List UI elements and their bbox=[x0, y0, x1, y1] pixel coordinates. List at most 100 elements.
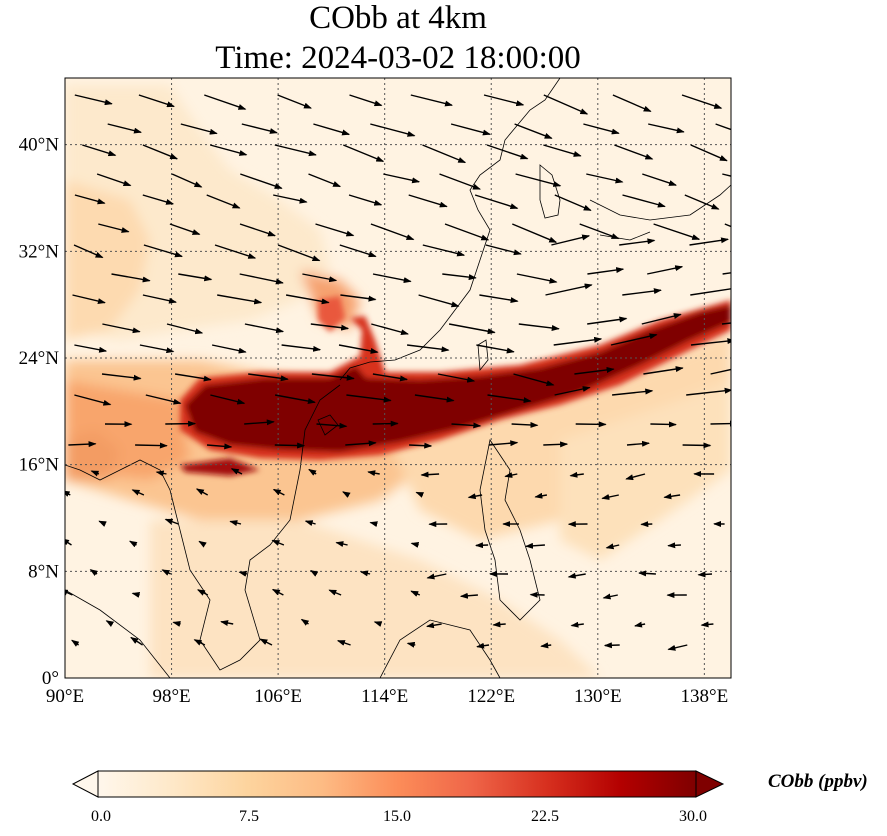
wind-arrow bbox=[71, 639, 80, 647]
wind-arrow bbox=[492, 621, 506, 628]
wind-arrow bbox=[513, 373, 555, 387]
wind-arrow bbox=[304, 520, 316, 526]
wind-arrow bbox=[74, 344, 108, 353]
colorbar-ticks: 0.0 7.5 15.0 22.5 30.0 bbox=[91, 808, 707, 825]
wind-arrow bbox=[420, 471, 440, 478]
wind-arrow bbox=[415, 491, 425, 498]
wind-arrow bbox=[214, 244, 257, 259]
wind-arrow bbox=[82, 144, 117, 157]
wind-arrow bbox=[204, 94, 247, 110]
wind-arrow bbox=[410, 94, 453, 107]
wind-arrow bbox=[610, 333, 658, 346]
wind-arrow bbox=[697, 571, 713, 578]
wind-arrow bbox=[244, 419, 275, 426]
wind-arrow bbox=[172, 620, 181, 627]
wind-arrow bbox=[272, 488, 285, 496]
wind-arrow bbox=[101, 373, 142, 381]
wind-arrow bbox=[244, 323, 285, 334]
wind-arrow bbox=[638, 570, 656, 577]
wind-arrow bbox=[543, 441, 569, 448]
wind-arrow bbox=[274, 394, 316, 404]
wind-arrow bbox=[166, 323, 204, 335]
wind-arrow bbox=[690, 338, 731, 346]
wind-arrow bbox=[73, 244, 104, 259]
colorbar-tick-label: 30.0 bbox=[679, 808, 707, 825]
wind-arrow bbox=[89, 569, 99, 577]
wind-arrow bbox=[210, 144, 248, 156]
coastline-china bbox=[339, 78, 561, 381]
wind-arrow bbox=[554, 194, 592, 212]
wind-arrow bbox=[131, 489, 145, 496]
wind-arrow bbox=[667, 644, 688, 651]
wind-arrow bbox=[206, 443, 233, 450]
wind-arrow bbox=[622, 194, 666, 208]
wind-arrow bbox=[220, 620, 234, 626]
wind-arrow bbox=[315, 223, 355, 237]
x-tick-label: 138°E bbox=[681, 686, 729, 707]
coastline-sumatra bbox=[65, 589, 171, 678]
wind-arrow bbox=[72, 294, 106, 305]
wind-arrow bbox=[346, 394, 392, 403]
wind-arrow bbox=[682, 442, 712, 449]
colorbar-tick-label: 15.0 bbox=[383, 808, 411, 825]
wind-arrow bbox=[483, 94, 525, 107]
colorbar-tick-label: 0.0 bbox=[91, 808, 111, 825]
map-title-line-2: Time: 2024-03-02 18:00:00 bbox=[215, 40, 581, 76]
wind-arrow bbox=[313, 123, 351, 136]
wind-arrow bbox=[545, 283, 593, 296]
wind-arrow bbox=[543, 94, 589, 115]
wind-arrow bbox=[142, 294, 177, 304]
wind-arrow bbox=[217, 294, 263, 305]
wind-arrow bbox=[605, 543, 620, 550]
wind-arrow bbox=[663, 493, 681, 500]
wind-arrow bbox=[316, 422, 348, 429]
wind-arrow bbox=[612, 388, 654, 396]
wind-arrow bbox=[643, 366, 684, 375]
wind-arrow bbox=[197, 589, 209, 596]
x-tick-label: 90°E bbox=[46, 686, 84, 707]
wind-arrow bbox=[142, 194, 175, 205]
y-tick-label: 40°N bbox=[19, 135, 60, 156]
wind-arrow bbox=[274, 442, 306, 449]
wind-arrow bbox=[622, 288, 662, 296]
wind-arrow bbox=[450, 123, 491, 136]
wind-arrow bbox=[511, 421, 539, 428]
wind-arrow bbox=[648, 123, 685, 134]
colorbar: 0.0 7.5 15.0 22.5 30.0 CObb (ppbv) bbox=[71, 770, 868, 825]
map-frame bbox=[64, 77, 732, 679]
wind-arrow bbox=[514, 123, 553, 139]
wind-arrow bbox=[602, 593, 618, 600]
wind-arrow bbox=[369, 521, 378, 528]
wind-arrow bbox=[90, 470, 100, 477]
wind-arrow bbox=[105, 620, 115, 627]
wind-arrow bbox=[340, 294, 377, 302]
wind-arrow bbox=[467, 493, 483, 500]
wind-arrow bbox=[198, 540, 207, 548]
wind-arrow bbox=[684, 194, 720, 210]
wind-arrow bbox=[383, 173, 421, 184]
wind-arrow bbox=[451, 422, 482, 429]
wind-arrow bbox=[372, 273, 412, 283]
wind-arrow bbox=[129, 540, 138, 548]
colorbar-tick-label: 7.5 bbox=[239, 808, 259, 825]
wind-arrow bbox=[302, 273, 338, 283]
wind-arrow bbox=[487, 394, 532, 404]
coastline-japan bbox=[589, 184, 731, 241]
wind-arrow bbox=[475, 542, 489, 549]
wind-arrow bbox=[553, 336, 603, 346]
wind-arrow bbox=[300, 618, 310, 626]
wind-arrow bbox=[65, 490, 71, 497]
wind-arrow bbox=[574, 366, 615, 375]
wind-arrow bbox=[408, 194, 448, 208]
wind-arrow bbox=[193, 639, 206, 646]
wind-arrow bbox=[715, 123, 731, 131]
wind-arrow bbox=[338, 344, 379, 354]
wind-arrow bbox=[277, 94, 312, 109]
wind-arrow bbox=[96, 173, 132, 187]
wind-arrow bbox=[603, 642, 620, 649]
wind-arrow bbox=[367, 470, 380, 477]
wind-arrow bbox=[612, 94, 652, 113]
wind-arrow bbox=[700, 621, 714, 628]
wind-arrow bbox=[343, 144, 385, 163]
